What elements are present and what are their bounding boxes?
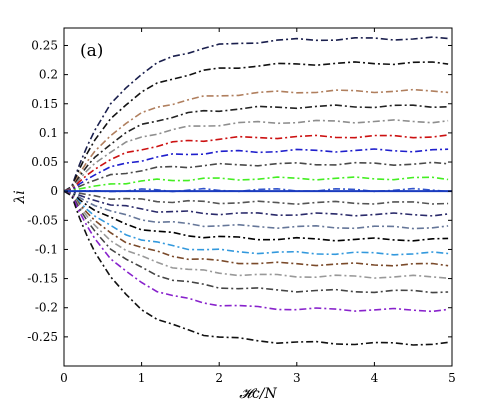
series-line-7 [64,148,449,192]
series-line-15 [64,190,449,256]
x-tick-label: 0 [60,371,68,385]
series-line-18 [64,190,449,294]
y-tick-label: -0.15 [27,272,58,286]
series-line-17 [64,190,449,279]
series-line-16 [64,190,449,267]
x-tick-label: 3 [293,371,301,385]
series-line-8 [64,161,449,192]
x-tick-label: 5 [448,371,456,385]
series-line-1 [64,36,449,192]
y-tick-label: 0.1 [39,126,58,140]
x-tick-label: 1 [138,371,146,385]
series-line-11 [64,190,449,206]
plot-frame [63,27,453,367]
series-line-9 [64,176,449,192]
series-line-14 [64,190,449,242]
series-line-12 [64,190,449,217]
ticks-layer: 0 1 2 3 4 5 -0.25 -0.2 -0.15 -0.1 -0.05 0 0.05 0.1 0.1… [27,28,456,385]
y-tick-label: -0.2 [35,301,58,315]
series-line-5 [64,119,449,192]
y-tick-label: -0.25 [27,330,58,344]
y-tick-label: -0.05 [27,213,58,227]
series-line-13 [64,190,449,230]
series-line-20 [64,190,449,346]
y-tick-label: -0.1 [35,242,58,256]
y-tick-label: 0 [50,184,58,198]
series-line-4 [64,104,449,192]
y-tick-label: 0.2 [39,68,58,82]
series-layer [64,36,452,346]
series-line-6 [64,134,449,192]
x-axis-label: 𝓗c/N [239,386,277,402]
series-line-19 [64,190,449,313]
series-line-2 [64,61,449,192]
y-tick-label: 0.05 [31,155,58,169]
y-axis-label: λi [12,190,28,204]
x-tick-label: 2 [215,371,223,385]
y-tick-label: 0.15 [31,97,58,111]
panel-label: (a) [80,41,103,61]
y-tick-label: 0.25 [31,38,58,52]
series-line-3 [64,88,449,192]
x-tick-label: 4 [371,371,379,385]
